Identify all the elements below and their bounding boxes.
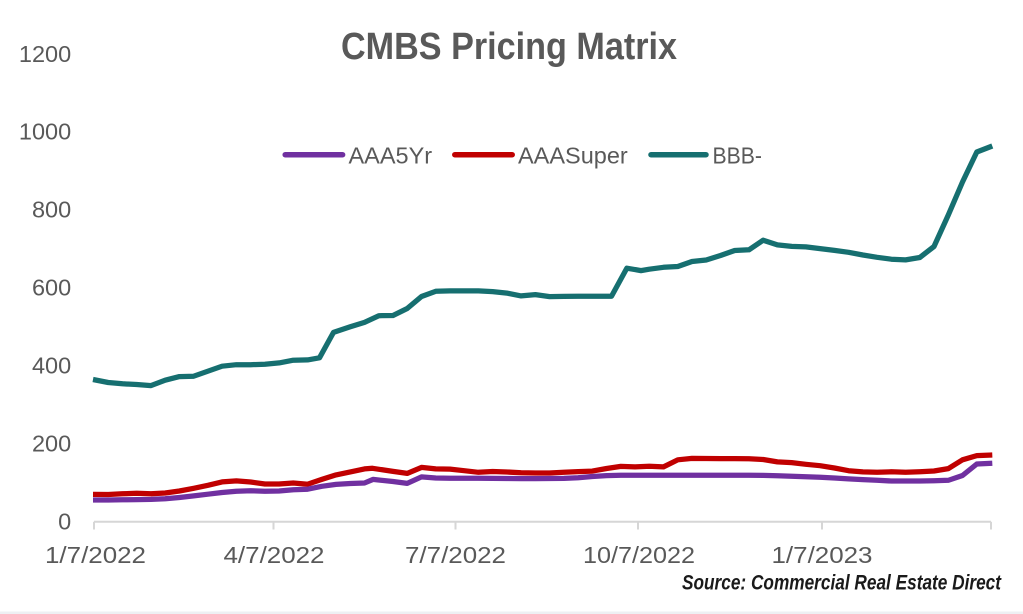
svg-text:200: 200 <box>32 431 71 457</box>
svg-text:Source: Commercial Real Estate: Source: Commercial Real Estate Direct <box>682 571 1002 594</box>
svg-text:AAA5Yr: AAA5Yr <box>349 142 433 168</box>
svg-text:800: 800 <box>32 197 71 223</box>
svg-text:CMBS Pricing Matrix: CMBS Pricing Matrix <box>341 26 677 68</box>
svg-text:7/7/2022: 7/7/2022 <box>405 542 506 568</box>
svg-text:0: 0 <box>58 509 71 535</box>
svg-text:1200: 1200 <box>19 41 71 67</box>
svg-text:1/7/2022: 1/7/2022 <box>45 542 146 568</box>
svg-text:1000: 1000 <box>19 119 71 145</box>
svg-text:1/7/2023: 1/7/2023 <box>772 542 873 568</box>
svg-text:BBB-: BBB- <box>713 142 763 168</box>
svg-text:4/7/2022: 4/7/2022 <box>224 542 325 568</box>
svg-text:600: 600 <box>32 275 71 301</box>
svg-text:10/7/2022: 10/7/2022 <box>583 542 695 568</box>
svg-text:AAASuper: AAASuper <box>518 142 628 168</box>
svg-text:400: 400 <box>32 353 71 379</box>
